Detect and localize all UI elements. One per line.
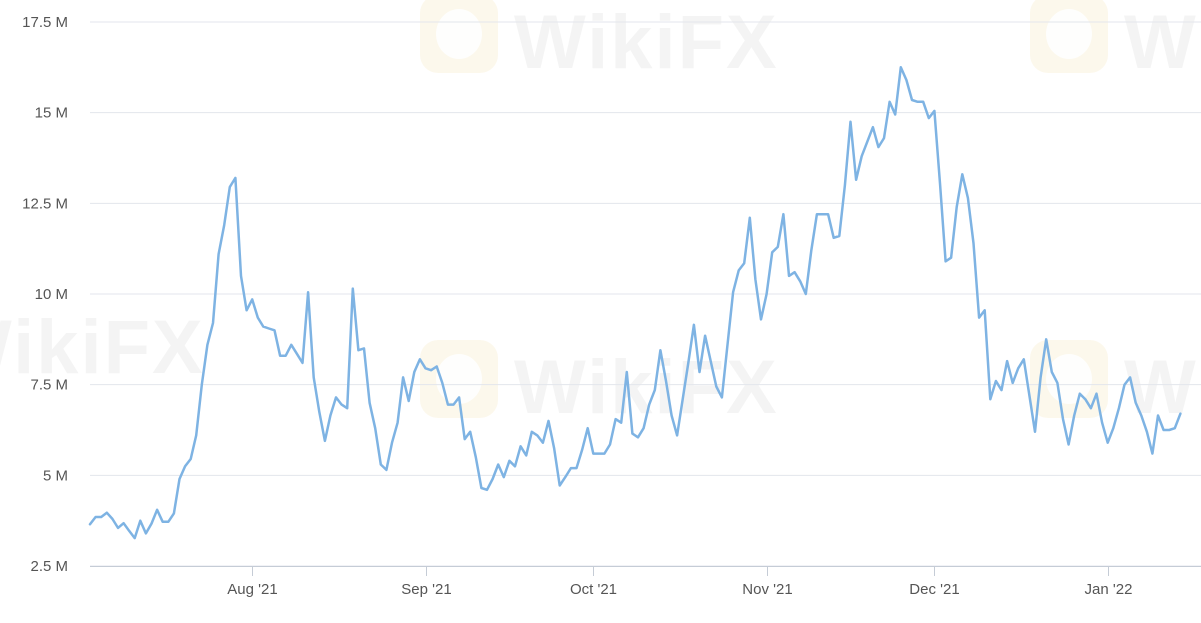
grid-lines [90, 21, 1201, 567]
series-line [88, 66, 1182, 540]
axes [90, 566, 1201, 576]
x-tick-label: Oct '21 [570, 581, 617, 598]
x-tick-label: Dec '21 [909, 581, 959, 598]
y-tick-label: 15 M [35, 105, 68, 122]
x-tick-label: Nov '21 [742, 581, 792, 598]
x-tick-label: Jan '22 [1085, 581, 1133, 598]
y-tick-label: 17.5 M [22, 14, 68, 31]
series-layer [88, 66, 1182, 540]
y-tick-label: 2.5 M [30, 558, 68, 575]
x-tick-label: Aug '21 [227, 581, 277, 598]
x-tick-label: Sep '21 [401, 581, 451, 598]
tick-labels: 2.5 M 5 M 7.5 M 10 M 12.5 M 15 M 17.5 M Aug '21… [22, 14, 1132, 598]
y-tick-label: 10 M [35, 286, 68, 303]
y-tick-label: 5 M [43, 467, 68, 484]
y-tick-label: 12.5 M [22, 195, 68, 212]
y-tick-label: 7.5 M [30, 377, 68, 394]
